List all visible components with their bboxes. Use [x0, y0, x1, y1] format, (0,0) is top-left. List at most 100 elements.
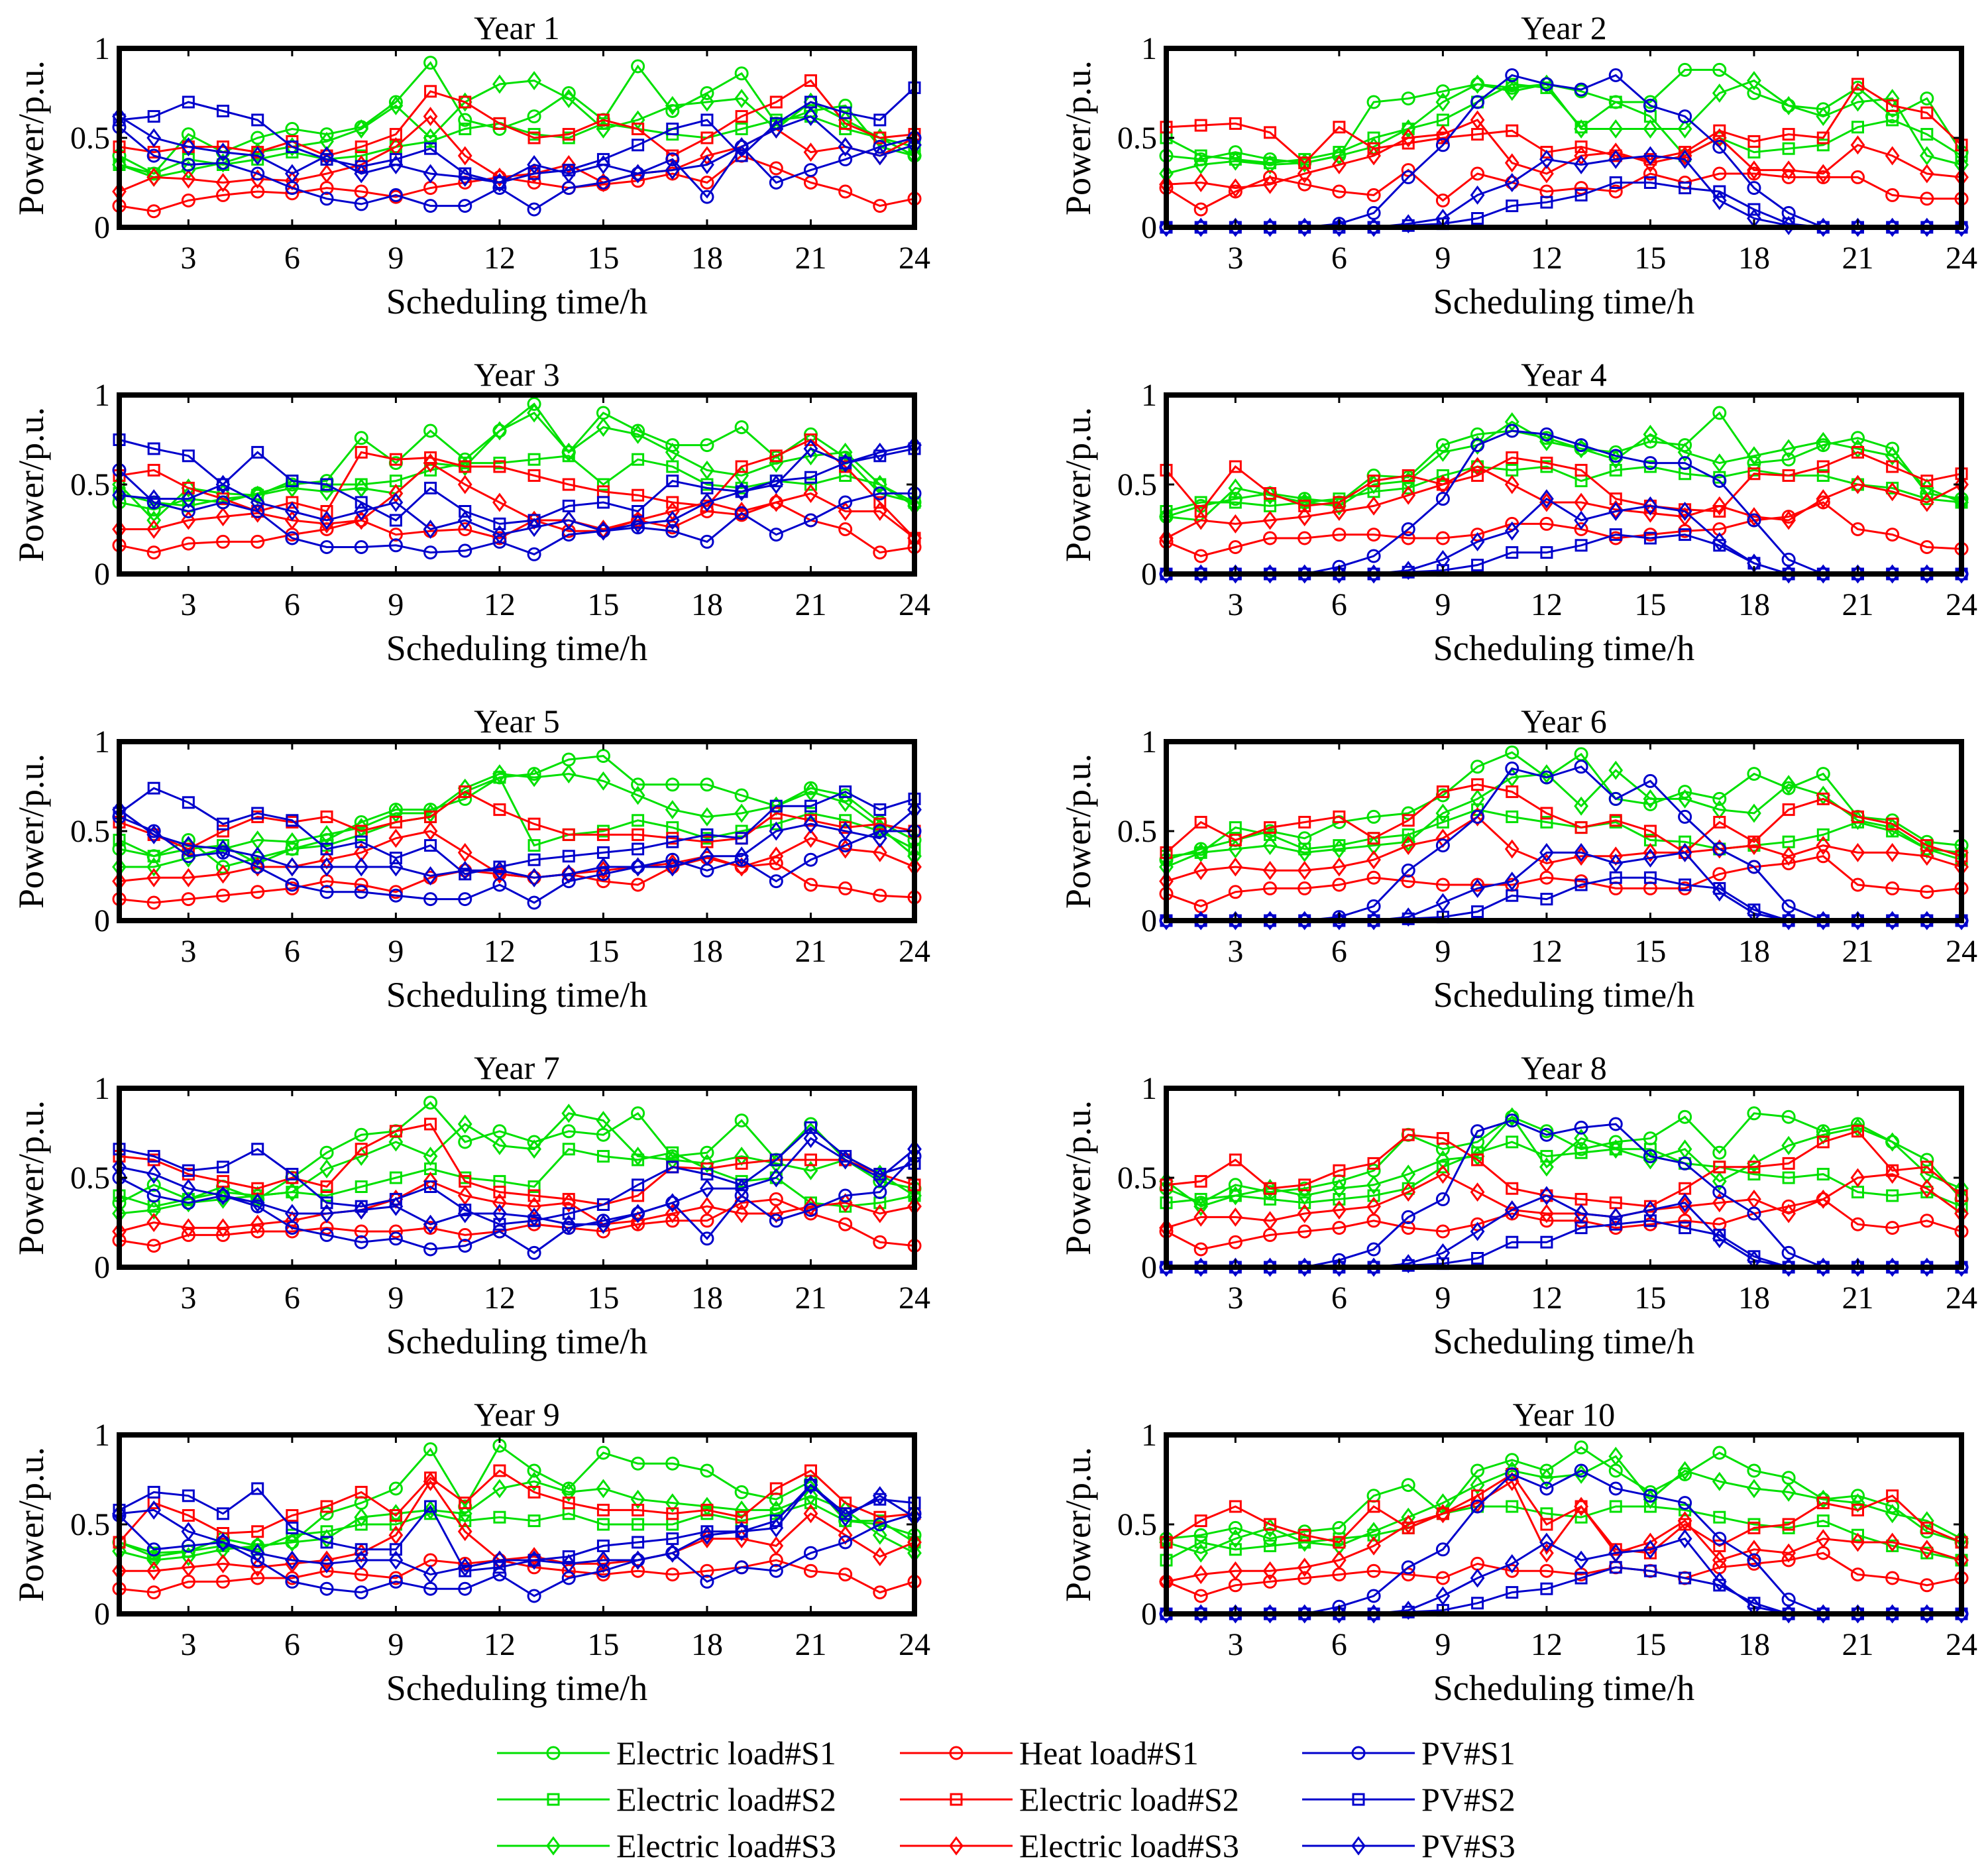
y-tick-label: 0	[1141, 210, 1157, 245]
point-blue-diamond	[803, 1129, 818, 1149]
series-blue-circle	[1159, 760, 1969, 928]
point-red-diamond	[803, 828, 818, 848]
point-blue-diamond	[457, 860, 472, 880]
point-red-square	[1540, 1518, 1553, 1531]
x-axis-label: Scheduling time/h	[386, 1668, 647, 1708]
point-red-circle	[1539, 1563, 1554, 1578]
point-blue-square	[286, 475, 299, 488]
point-blue-square	[1574, 188, 1588, 201]
axes-box	[117, 46, 917, 230]
point-red-square	[804, 1153, 817, 1166]
point-blue-diamond	[1401, 1254, 1416, 1274]
point-green-circle	[1505, 1453, 1519, 1467]
point-red-diamond	[388, 828, 404, 848]
point-green-square	[1194, 1192, 1207, 1206]
panel-9: Year 9 3 6 9 12 15 18 21 24 0 0.5 1 Scheduling time/…	[11, 1396, 930, 1708]
point-blue-square	[873, 803, 887, 817]
point-red-diamond	[1228, 1561, 1243, 1581]
point-blue-circle	[1470, 1124, 1485, 1139]
point-red-circle	[838, 1217, 853, 1231]
x-tick-label: 6	[1331, 1627, 1347, 1662]
series-blue-circle	[112, 463, 922, 561]
point-blue-circle	[146, 1188, 161, 1203]
panel-title: Year 1	[474, 9, 560, 46]
y-tick-label: 0	[94, 210, 110, 245]
point-blue-square	[1643, 532, 1657, 545]
panel-1: Year 1 3 6 9 12 15 18 21 24 0 0.5 1 Scheduling time/…	[11, 9, 930, 321]
y-tick-label: 0.5	[1117, 1507, 1157, 1542]
point-red-diamond	[872, 1204, 887, 1223]
point-blue-circle	[250, 1553, 265, 1567]
point-green-circle	[700, 1145, 714, 1160]
line-blue-diamond	[1166, 1194, 1961, 1269]
point-green-square	[1229, 1543, 1242, 1556]
point-blue-circle	[458, 1239, 472, 1253]
point-red-square	[459, 1497, 472, 1510]
point-red-square	[1920, 475, 1934, 488]
point-blue-square	[493, 1218, 506, 1231]
point-blue-diamond	[1539, 842, 1554, 862]
point-blue-circle	[1574, 438, 1588, 453]
point-red-diamond	[1401, 128, 1416, 148]
series-red-diamond	[112, 1171, 922, 1241]
point-red-square	[1264, 1518, 1277, 1531]
point-green-diamond	[527, 403, 541, 423]
point-blue-square	[1679, 1571, 1692, 1585]
point-blue-diamond	[1470, 878, 1485, 898]
point-green-diamond	[1885, 818, 1900, 838]
point-blue-diamond	[700, 1178, 714, 1198]
point-green-square	[1851, 121, 1864, 134]
x-tick-label: 12	[1531, 1280, 1563, 1316]
point-green-square	[1298, 1196, 1311, 1210]
point-green-circle	[631, 1106, 645, 1121]
point-blue-diamond	[1677, 149, 1692, 169]
point-red-circle	[354, 878, 368, 892]
point-red-circle	[1366, 188, 1381, 202]
point-blue-diamond	[700, 1525, 714, 1545]
line-blue-circle	[1166, 1119, 1961, 1269]
point-green-circle	[1366, 95, 1381, 109]
point-red-square	[1229, 460, 1242, 473]
point-green-diamond	[1608, 1446, 1624, 1466]
point-red-diamond	[1228, 857, 1243, 877]
x-axis-label: Scheduling time/h	[1433, 1668, 1694, 1708]
point-blue-square	[1643, 871, 1657, 884]
point-red-square	[873, 496, 887, 509]
point-green-diamond	[492, 1479, 507, 1499]
point-red-square	[1713, 1161, 1726, 1174]
point-blue-circle	[769, 176, 783, 190]
point-blue-diamond	[769, 1518, 784, 1538]
point-red-square	[1194, 505, 1207, 518]
point-blue-square	[1609, 528, 1622, 541]
point-green-diamond	[1228, 151, 1243, 171]
point-blue-circle	[700, 534, 714, 549]
point-green-diamond	[250, 142, 265, 162]
point-red-circle	[527, 1560, 541, 1575]
point-green-diamond	[1747, 1479, 1761, 1499]
point-blue-circle	[734, 1560, 749, 1575]
point-green-circle	[1712, 791, 1727, 806]
point-green-circle	[1228, 145, 1242, 160]
point-green-circle	[319, 1506, 334, 1521]
point-blue-circle	[1608, 1481, 1623, 1496]
panel-title: Year 3	[474, 356, 560, 393]
point-blue-diamond	[1712, 532, 1727, 551]
point-blue-diamond	[1643, 1200, 1658, 1220]
x-tick-label: 3	[1227, 241, 1243, 276]
point-blue-circle	[458, 199, 472, 213]
point-blue-square	[355, 1543, 368, 1556]
point-red-square	[1264, 126, 1277, 139]
point-green-circle	[1747, 1106, 1761, 1121]
point-green-circle	[1885, 441, 1900, 456]
y-tick-label: 0	[94, 1250, 110, 1285]
point-blue-diamond	[1677, 1193, 1692, 1213]
point-green-diamond	[1643, 424, 1658, 444]
point-red-diamond	[1470, 1182, 1485, 1202]
point-red-circle	[1816, 849, 1830, 864]
point-blue-circle	[285, 878, 300, 892]
point-green-circle	[734, 66, 749, 81]
x-tick-label: 3	[180, 241, 196, 276]
point-green-diamond	[1193, 1543, 1209, 1563]
point-red-square	[320, 1500, 333, 1513]
x-tick-label: 15	[1634, 241, 1666, 276]
